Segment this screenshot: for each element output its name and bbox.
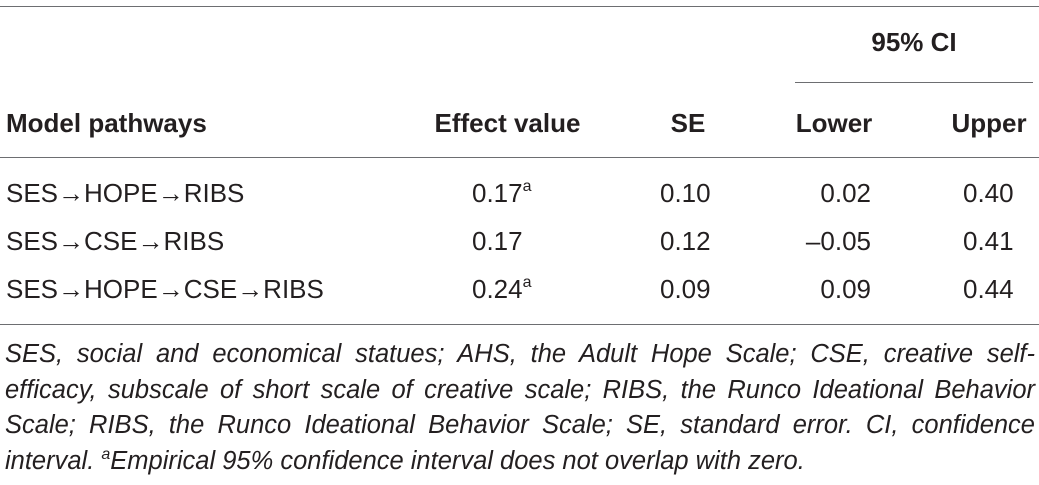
row-lower: 0.02	[820, 178, 871, 208]
row-se: 0.09	[660, 274, 711, 304]
header-rule	[0, 157, 1039, 158]
ci-rule	[795, 82, 1033, 83]
row-pathway: SES→HOPE→RIBS	[6, 178, 245, 208]
row-effect: 0.17	[472, 226, 523, 256]
significance-marker: a	[522, 274, 532, 291]
footnote-marker: a	[101, 445, 111, 463]
significance-marker: a	[522, 178, 532, 195]
table-footnote: SES, social and economical statues; AHS,…	[5, 340, 1035, 475]
col-header-effect: Effect value	[434, 108, 581, 138]
ci-header: 95% CI	[871, 27, 957, 57]
bottom-rule	[0, 324, 1039, 325]
top-rule	[0, 6, 1039, 7]
row-effect: 0.24a	[472, 274, 532, 304]
col-header-pathways: Model pathways	[6, 108, 207, 138]
row-effect: 0.17a	[472, 178, 532, 208]
col-header-upper: Upper	[951, 108, 1027, 138]
row-lower: –0.05	[805, 226, 871, 256]
row-upper: 0.41	[963, 226, 1014, 256]
row-upper: 0.44	[963, 274, 1014, 304]
row-upper: 0.40	[963, 178, 1014, 208]
row-pathway: SES→HOPE→CSE→RIBS	[6, 274, 324, 304]
row-lower: 0.09	[820, 274, 871, 304]
row-pathway: SES→CSE→RIBS	[6, 226, 225, 256]
row-se: 0.10	[660, 178, 711, 208]
col-header-lower: Lower	[795, 108, 873, 138]
col-header-se: SE	[670, 108, 706, 138]
row-se: 0.12	[660, 226, 711, 256]
